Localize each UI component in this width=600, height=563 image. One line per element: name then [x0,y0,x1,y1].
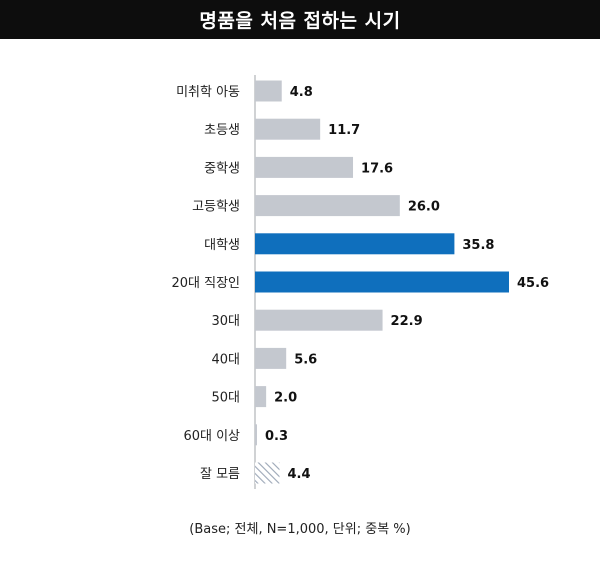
value-label: 35.8 [462,238,494,253]
value-label: 4.8 [290,85,313,100]
bar [255,424,257,446]
value-label: 2.0 [274,391,297,406]
value-label: 45.6 [517,276,549,291]
bar [255,462,280,484]
chart-title: 명품을 처음 접하는 시기 [0,0,600,39]
value-label: 17.6 [361,161,393,176]
category-label: 50대 [211,391,240,406]
bar [255,386,267,408]
value-label: 26.0 [408,200,440,215]
category-label: 40대 [211,352,240,367]
bar [255,347,287,369]
bar [255,309,383,331]
value-label: 22.9 [391,314,423,329]
category-label: 고등학생 [192,200,240,215]
value-label: 4.4 [288,467,311,482]
bar [255,195,400,217]
bar [255,118,321,140]
bar [255,156,354,178]
category-label: 대학생 [204,238,240,253]
bar [255,80,282,102]
category-label: 20대 직장인 [171,276,240,291]
value-label: 5.6 [294,352,317,367]
bar [255,271,509,293]
category-label: 미취학 아동 [176,85,240,100]
chart-footnote: (Base; 전체, N=1,000, 단위; 중복 %) [189,522,411,537]
category-label: 중학생 [204,161,240,176]
category-label: 잘 모름 [200,467,240,482]
category-label: 초등생 [204,123,240,138]
category-label: 30대 [211,314,240,329]
bar [255,233,455,255]
value-label: 0.3 [265,429,288,444]
category-label: 60대 이상 [183,429,240,444]
value-label: 11.7 [328,123,360,138]
